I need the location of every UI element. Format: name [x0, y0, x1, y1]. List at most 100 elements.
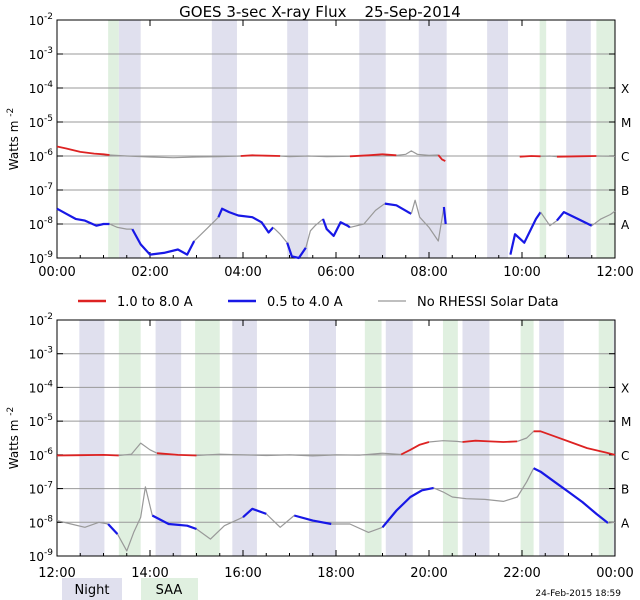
night-band: [487, 20, 509, 258]
long-flux-line-no-data: [517, 430, 535, 442]
saa-band: [108, 20, 119, 258]
long-flux-line-no-data: [540, 155, 557, 158]
short-flux-line-no-data: [305, 218, 324, 248]
long-flux-line: [240, 154, 281, 157]
short-flux-line-no-data: [433, 468, 535, 502]
long-flux-line-no-data: [118, 442, 158, 457]
y-tick-label: 10-6: [29, 148, 54, 164]
y-tick-label: 10-8: [29, 216, 54, 232]
short-flux-line-no-data: [410, 199, 445, 242]
legend-saa-box: [141, 578, 198, 600]
legend-none-label: No RHESSI Solar Data: [417, 295, 559, 310]
x-tick-label: 00:00: [596, 566, 633, 581]
x-tick-label: 02:00: [131, 265, 168, 280]
short-flux-line: [384, 202, 412, 215]
saa-band: [195, 320, 220, 556]
long-flux-line: [349, 153, 397, 158]
long-flux-line-no-data: [396, 150, 439, 156]
night-band: [385, 320, 413, 556]
night-band: [418, 20, 447, 258]
y-tick-label: 10-3: [29, 46, 53, 62]
short-flux-line: [556, 211, 593, 227]
bottom-legend: Night SAA 24-Feb-2015 18:59: [62, 578, 621, 600]
x-tick-label: 18:00: [317, 566, 354, 581]
long-flux-line: [437, 154, 446, 162]
short-flux-line: [286, 242, 307, 260]
saa-band: [442, 320, 458, 556]
long-flux-line: [533, 430, 616, 456]
saa-band: [598, 320, 614, 556]
night-band: [287, 20, 309, 258]
y-tick-label: 10-4: [29, 379, 54, 395]
y-tick-label: 10-8: [29, 514, 54, 530]
top-panel-morning: 10-9 10-8 10-7 10-6 10-5 10-4 10-3 10-2 A B C M X 00:…: [6, 12, 634, 280]
short-flux-line: [321, 218, 351, 237]
flare-class-label: C: [621, 449, 629, 463]
short-flux-line: [442, 206, 447, 225]
long-flux-line: [56, 453, 119, 457]
long-flux-line-no-data: [428, 440, 463, 443]
short-flux-line-no-data: [193, 216, 219, 242]
flare-class-label: C: [621, 150, 629, 164]
flare-class-label: B: [621, 184, 629, 198]
long-flux-line: [462, 439, 518, 443]
short-flux-line-no-data: [272, 226, 288, 244]
long-flux-line: [556, 155, 597, 158]
long-flux-line-no-data: [196, 452, 402, 457]
x-tick-label: 08:00: [410, 265, 447, 280]
legend-short-label: 0.5 to 4.0 A: [267, 295, 343, 310]
long-flux-line: [400, 441, 430, 456]
short-flux-line: [107, 523, 119, 535]
y-tick-label: 10-7: [29, 481, 53, 497]
short-flux-line-no-data: [109, 223, 133, 230]
saa-band: [596, 20, 615, 258]
legend-saa-label: SAA: [156, 583, 183, 598]
night-band: [309, 320, 336, 556]
y-tick-label: 10-3: [29, 346, 53, 362]
x-tick-label: 20:00: [410, 566, 447, 581]
x-tick-label: 12:00: [596, 265, 633, 280]
long-flux-line-no-data: [109, 154, 241, 159]
short-flux-line-no-data: [349, 203, 386, 228]
night-band: [79, 320, 105, 556]
short-flux-line: [131, 228, 196, 256]
flare-class-label: A: [621, 516, 630, 530]
short-flux-line: [56, 207, 110, 227]
flare-class-label: A: [621, 218, 630, 232]
flare-class-label: X: [621, 381, 629, 395]
short-flux-line: [381, 486, 434, 529]
short-flux-line: [533, 467, 609, 524]
x-tick-label: 22:00: [503, 566, 540, 581]
short-flux-line-no-data: [116, 486, 153, 552]
x-tick-label: 06:00: [317, 265, 354, 280]
night-band: [118, 20, 141, 258]
timestamp: 24-Feb-2015 18:59: [535, 589, 621, 599]
chart-title-text: GOES 3-sec X-ray Flux: [179, 3, 346, 21]
x-tick-label: 12:00: [38, 566, 75, 581]
short-flux-line-no-data: [56, 520, 109, 528]
y-tick-label: 10-6: [29, 447, 54, 463]
y-tick-label: 10-9: [29, 548, 54, 564]
night-band: [613, 320, 615, 556]
flare-class-label: X: [621, 82, 629, 96]
night-band: [211, 20, 237, 258]
long-flux-line-no-data: [280, 155, 350, 158]
short-flux-line: [293, 514, 332, 526]
y-tick-label: 10-4: [29, 80, 54, 96]
saa-band: [118, 320, 141, 556]
chart-date: 25-Sep-2014: [364, 3, 460, 21]
short-flux-line-no-data: [591, 210, 616, 227]
legend-night-label: Night: [75, 583, 110, 598]
x-tick-label: 14:00: [131, 566, 168, 581]
short-flux-line: [217, 207, 275, 234]
y-tick-label: 10-2: [29, 12, 53, 28]
long-flux-line: [56, 145, 110, 156]
y-tick-label: 10-9: [29, 250, 54, 266]
x-tick-label: 16:00: [224, 566, 261, 581]
short-flux-line-no-data: [331, 523, 383, 534]
x-tick-label: 04:00: [224, 265, 261, 280]
short-flux-line: [242, 507, 267, 519]
short-flux-line-no-data: [196, 516, 244, 540]
short-flux-line: [509, 211, 542, 255]
